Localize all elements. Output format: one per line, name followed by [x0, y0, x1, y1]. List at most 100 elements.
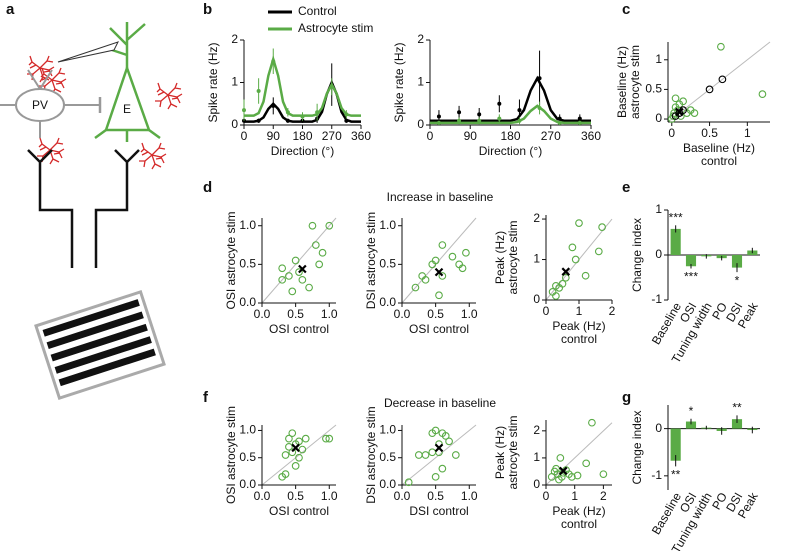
x-tick-label: 0.0	[394, 307, 411, 321]
x-tick-label: 1.0	[461, 489, 478, 503]
y-axis-label: astrocyte stim	[628, 45, 642, 119]
bar	[670, 228, 681, 255]
data-point	[311, 241, 320, 249]
data-point	[438, 241, 447, 249]
data-point	[517, 118, 522, 123]
data-point	[295, 268, 303, 276]
data-point	[278, 264, 287, 273]
y-tick-label: 0.0	[239, 295, 256, 309]
data-point	[325, 221, 334, 230]
data-point	[436, 114, 441, 119]
data-point	[281, 470, 290, 478]
data-point	[497, 116, 502, 121]
mean-marker	[434, 267, 444, 277]
identity-line	[667, 41, 771, 123]
y-tick-label: -1	[651, 292, 662, 306]
y-tick-label: 0.5	[239, 257, 256, 271]
data-point	[288, 429, 297, 438]
x-axis-label: OSI control	[269, 504, 329, 518]
bar	[685, 421, 697, 429]
data-point	[557, 120, 562, 125]
y-axis-label: Spike rate (Hz)	[392, 42, 406, 122]
x-tick-label: 360	[581, 129, 601, 143]
y-tick-label: 0	[533, 292, 540, 306]
y-tick-label: 0.5	[379, 257, 396, 271]
x-axis-label: control	[561, 517, 597, 531]
significance: **	[732, 401, 742, 415]
data-point	[301, 434, 310, 443]
bar	[685, 255, 697, 267]
data-point	[537, 76, 542, 81]
data-point	[477, 112, 482, 117]
x-tick-label: 1	[576, 304, 583, 318]
y-tick-label: 0	[533, 477, 540, 491]
x-tick-label: 180	[500, 129, 520, 143]
x-tick-label: 1.0	[321, 307, 338, 321]
data-point	[285, 118, 290, 123]
fit-line	[244, 54, 361, 117]
mean-marker	[675, 107, 684, 117]
data-point	[568, 243, 577, 252]
data-point	[285, 110, 290, 115]
data-point	[242, 108, 246, 113]
grating	[34, 289, 166, 401]
cell-label: E	[123, 102, 131, 116]
data-point	[582, 459, 591, 468]
y-tick-label: 2	[417, 32, 424, 46]
x-axis-label: control	[561, 332, 597, 346]
y-tick-label: 0	[655, 421, 662, 435]
data-point	[441, 432, 450, 440]
x-axis-label: OSI control	[409, 322, 469, 336]
data-point	[577, 120, 582, 125]
x-tick-label: 1.0	[321, 489, 338, 503]
x-tick-label: 180	[292, 129, 312, 143]
significance: ***	[684, 270, 698, 284]
data-point	[411, 283, 420, 292]
y-axis-label: Spike rate (Hz)	[206, 42, 220, 122]
afferents	[27, 149, 140, 268]
y-tick-label: -1	[651, 468, 662, 482]
legend-label: Control	[298, 4, 337, 18]
data-point	[315, 110, 320, 115]
legend-label: Astrocyte stim	[298, 21, 373, 35]
data-point	[594, 247, 603, 256]
data-point	[438, 464, 447, 473]
y-axis-label: Peak (Hz)	[493, 231, 507, 284]
data-point	[298, 275, 307, 284]
data-point	[308, 221, 317, 230]
data-point	[462, 248, 470, 257]
data-point	[577, 116, 582, 121]
x-axis-label: Baseline (Hz)	[683, 141, 755, 155]
y-tick-label: 0.0	[379, 295, 396, 309]
data-point	[599, 470, 608, 479]
data-point	[517, 108, 522, 113]
y-tick-label: 0.5	[645, 82, 662, 96]
x-tick-label: 0.0	[254, 307, 271, 321]
schematic: a PV E	[0, 1, 183, 401]
y-axis-label: Baseline (Hz)	[615, 46, 629, 118]
data-point	[552, 292, 560, 300]
identity-line	[261, 424, 337, 486]
astrocyte	[154, 82, 183, 110]
data-point	[598, 223, 606, 231]
data-point	[300, 114, 305, 119]
data-point	[588, 418, 596, 427]
mean-marker	[561, 267, 571, 276]
data-point	[421, 451, 430, 459]
y-tick-label: 1.0	[239, 218, 256, 232]
y-tick-label: 1.0	[239, 423, 256, 437]
y-tick-label: 0.0	[239, 477, 256, 491]
mean-marker	[291, 443, 300, 453]
y-axis-label: DSI astrocyte stim	[364, 406, 378, 503]
x-tick-label: 0.5	[701, 126, 718, 140]
data-point	[344, 118, 349, 123]
fit-line	[430, 75, 591, 122]
data-point	[458, 264, 467, 273]
panel-letter: g	[622, 389, 631, 406]
group-title: Increase in baseline	[387, 190, 494, 204]
data-point	[325, 434, 334, 443]
pv-cell	[15, 88, 65, 122]
x-tick-label: 0	[543, 489, 550, 503]
y-tick-label: 0	[417, 117, 424, 131]
x-tick-label: 1.0	[461, 307, 478, 321]
